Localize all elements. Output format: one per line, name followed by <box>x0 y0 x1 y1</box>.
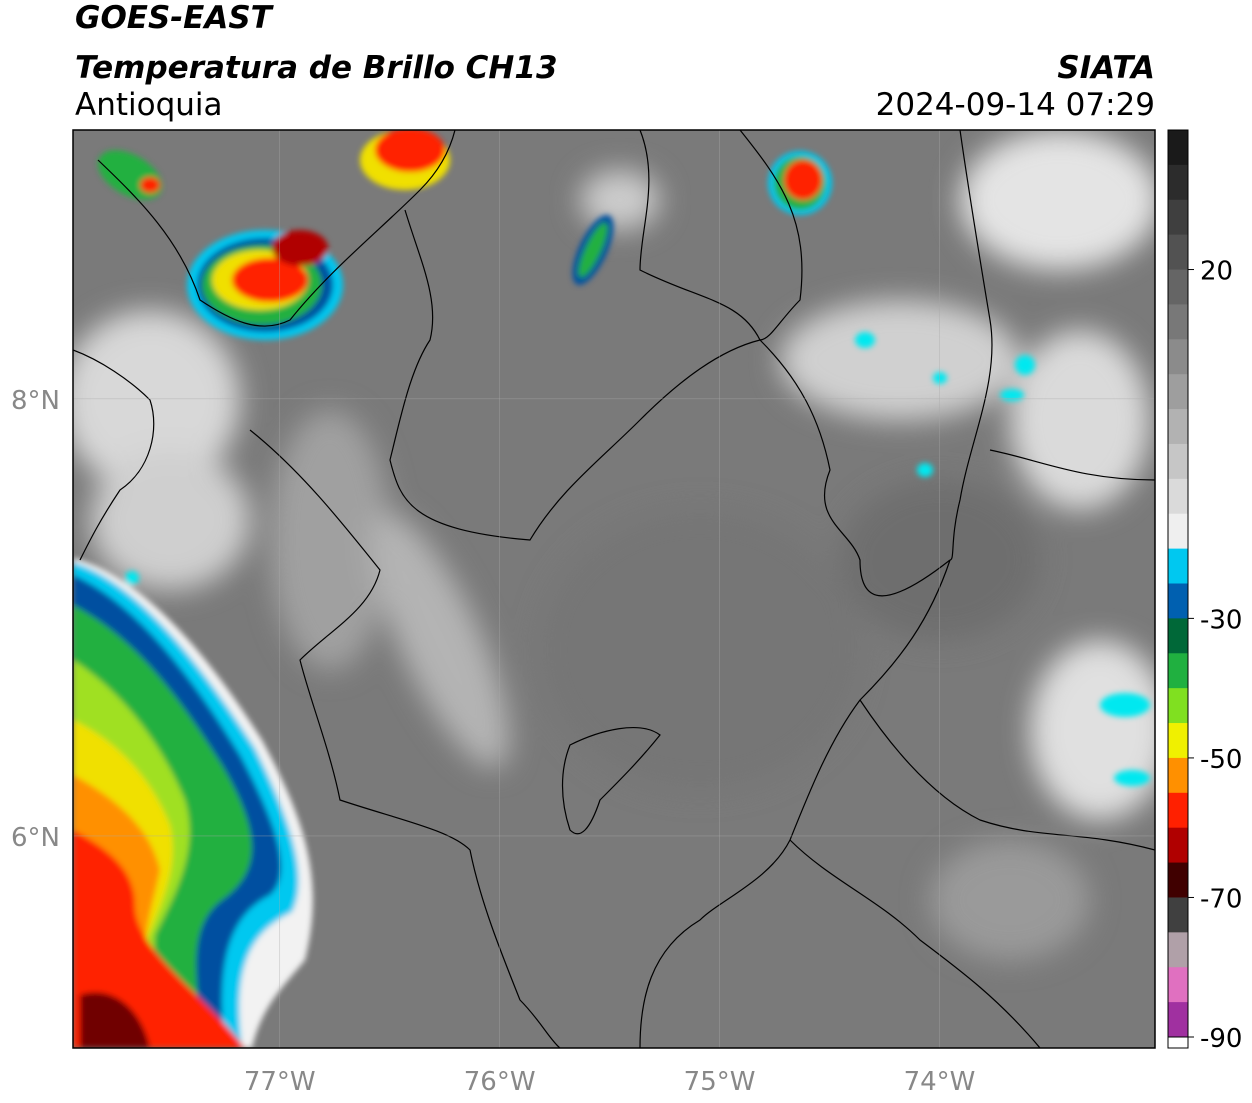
colorbar-band <box>1168 653 1188 689</box>
colorbar-frame <box>1167 129 1189 1049</box>
subtitle: Temperatura de Brillo CH13 <box>75 50 558 86</box>
colorbar-band <box>1168 827 1188 864</box>
source: SIATA <box>1057 50 1155 86</box>
x-tick-label: 77°W <box>244 1067 316 1097</box>
map-frame <box>72 129 1156 1049</box>
colorbar-extend <box>1167 1036 1189 1049</box>
imagery <box>73 130 1155 1048</box>
cold-clouds <box>73 130 1150 1048</box>
y-tick-label: 8°N <box>11 386 60 416</box>
colorbar-band <box>1168 234 1188 271</box>
colorbar-band <box>1168 339 1188 375</box>
colorbar <box>1168 130 1188 1038</box>
colorbar-tick-label: -50 <box>1200 745 1242 775</box>
colorbar-tick-label: 20 <box>1200 257 1233 287</box>
colorbar-band <box>1168 269 1188 305</box>
colorbar-band <box>1168 757 1188 794</box>
colorbar-band <box>1168 967 1188 1003</box>
colorbar-band <box>1168 862 1188 898</box>
colorbar-band <box>1168 583 1188 619</box>
colorbar-band <box>1168 478 1188 515</box>
colorbar-band <box>1168 618 1188 654</box>
colorbar-band <box>1168 548 1188 584</box>
borders <box>73 130 1155 1048</box>
y-tick-label: 6°N <box>11 823 60 853</box>
colorbar-band <box>1168 932 1188 968</box>
colorbar-band <box>1168 723 1188 759</box>
colorbar-band <box>1168 443 1188 480</box>
x-tick-label: 75°W <box>684 1067 756 1097</box>
colorbar-band <box>1168 792 1188 829</box>
x-tick-label: 76°W <box>464 1067 536 1097</box>
colorbar-band <box>1168 513 1188 550</box>
graticule <box>73 130 1155 1048</box>
colorbar-band <box>1168 199 1188 236</box>
colorbar-band <box>1168 409 1188 445</box>
region: Antioquia <box>75 87 223 123</box>
colorbar-band <box>1168 304 1188 340</box>
x-tick-label: 74°W <box>904 1067 976 1097</box>
colorbar-tick-label: -70 <box>1200 884 1242 914</box>
colorbar-tick-label: -30 <box>1200 605 1242 635</box>
title: GOES-EAST <box>75 0 275 36</box>
colorbar-band <box>1168 897 1188 933</box>
colorbar-band <box>1168 130 1188 166</box>
colorbar-band <box>1168 1002 1188 1038</box>
colorbar-tick-label: -90 <box>1200 1024 1242 1054</box>
colorbar-band <box>1168 688 1188 724</box>
datetime: 2024-09-14 07:29 <box>876 87 1155 123</box>
colorbar-band <box>1168 374 1188 410</box>
colorbar-band <box>1168 164 1188 201</box>
warm-clouds <box>73 130 1155 960</box>
